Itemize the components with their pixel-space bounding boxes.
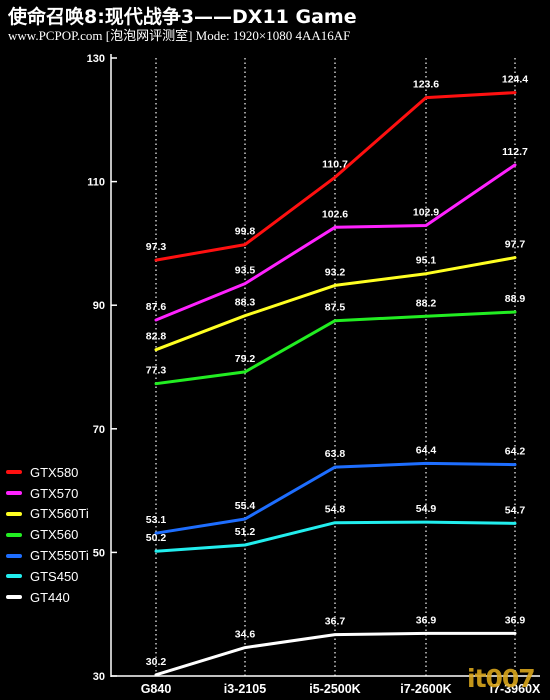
series-line-GT440 [154, 631, 517, 677]
data-label: 95.1 [416, 255, 437, 267]
legend-item: GT440 [6, 587, 89, 608]
data-label: 93.5 [235, 265, 256, 277]
data-label: 87.5 [325, 302, 346, 314]
chart-header: 使命召唤8:现代战争3——DX11 Game www.PCPOP.com [泡泡… [0, 0, 550, 48]
legend-label: GTS450 [30, 568, 79, 584]
data-label: 55.4 [235, 500, 256, 512]
data-label: 123.6 [413, 79, 439, 91]
data-label: 87.6 [146, 301, 167, 313]
legend-label: GTX560Ti [30, 506, 89, 522]
legend-item: GTX580 [6, 462, 89, 483]
series-line-GTX580 [154, 91, 517, 262]
data-label: 88.2 [416, 297, 437, 309]
grid [155, 58, 516, 676]
data-label: 77.3 [146, 365, 167, 377]
data-label: 53.1 [146, 514, 167, 526]
data-label: 93.2 [325, 266, 346, 278]
data-labels: 97.3 99.8 110.7 123.6 124.4 87.6 93.5 102.6 102.… [146, 74, 529, 668]
data-label: 124.4 [502, 74, 528, 86]
legend-item: GTX570 [6, 483, 89, 504]
x-tick-label: i5-2500K [309, 682, 360, 696]
legend-label: GTX560 [30, 527, 79, 543]
data-label: 30.2 [146, 656, 167, 668]
legend-swatch [6, 595, 22, 600]
y-tick-label: 110 [87, 177, 105, 189]
legend-swatch [6, 532, 22, 537]
data-label: 54.8 [325, 504, 346, 516]
data-label: 99.8 [235, 226, 256, 238]
data-label: 97.3 [146, 241, 167, 253]
y-tick-label: 130 [87, 53, 105, 65]
legend-label: GTX580 [30, 464, 79, 480]
data-label: 54.7 [505, 504, 526, 516]
legend-swatch [6, 470, 22, 475]
series-line-GTX560Ti [154, 256, 517, 352]
chart-subtitle: www.PCPOP.com [泡泡网评测室] Mode: 1920×1080 4… [8, 28, 351, 43]
legend-label: GTX570 [30, 485, 79, 501]
series-line-GTX570 [154, 163, 517, 322]
data-label: 88.3 [235, 297, 256, 309]
chart-title: 使命召唤8:现代战争3——DX11 Game [8, 6, 357, 28]
data-label: 102.9 [413, 207, 439, 219]
axes: 30 50 70 90 110 130 G840 i3-2105 i5-2500K i7-2600… [87, 53, 541, 696]
data-label: 51.2 [235, 526, 256, 538]
legend-label: GT440 [30, 589, 70, 605]
legend-swatch [6, 511, 22, 516]
y-tick-label: 70 [93, 424, 105, 436]
legend-item: GTX560 [6, 524, 89, 545]
legend-swatch [6, 553, 22, 558]
x-tick-label: i3-2105 [224, 682, 266, 696]
series-line-GTX560 [154, 310, 517, 386]
y-tick-label: 90 [93, 300, 105, 312]
legend-item: GTX560Ti [6, 504, 89, 525]
series-line-GTS450 [154, 520, 517, 553]
data-label: 36.7 [325, 616, 346, 628]
legend: GTX580 GTX570 GTX560Ti GTX560 GTX550Ti GTS450… [6, 462, 89, 608]
data-label: 102.6 [322, 208, 348, 220]
series-line-GTX550Ti [154, 461, 517, 535]
data-label: 82.8 [146, 331, 167, 343]
x-tick-label: G840 [141, 682, 172, 696]
legend-swatch [6, 574, 22, 579]
data-label: 63.8 [325, 448, 346, 460]
site-logo: it007 [467, 664, 536, 693]
legend-swatch [6, 491, 22, 496]
series [154, 91, 517, 677]
y-tick-label: 50 [93, 547, 105, 559]
x-tick-label: i7-3960X [490, 682, 541, 696]
data-label: 34.6 [235, 629, 256, 641]
legend-item: GTX550Ti [6, 545, 89, 566]
data-label: 54.9 [416, 503, 437, 515]
legend-label: GTX550Ti [30, 548, 89, 564]
data-label: 110.7 [322, 158, 348, 170]
data-label: 64.2 [505, 446, 526, 458]
data-label: 112.7 [502, 146, 528, 158]
data-label: 79.2 [235, 353, 256, 365]
data-label: 97.7 [505, 239, 526, 251]
y-tick-label: 30 [93, 671, 105, 683]
data-label: 88.9 [505, 293, 526, 305]
data-label: 36.9 [416, 614, 437, 626]
data-label: 36.9 [505, 614, 526, 626]
data-label: 64.4 [416, 444, 437, 456]
x-tick-label: i7-2600K [400, 682, 451, 696]
data-label: 50.2 [146, 532, 167, 544]
legend-item: GTS450 [6, 566, 89, 587]
